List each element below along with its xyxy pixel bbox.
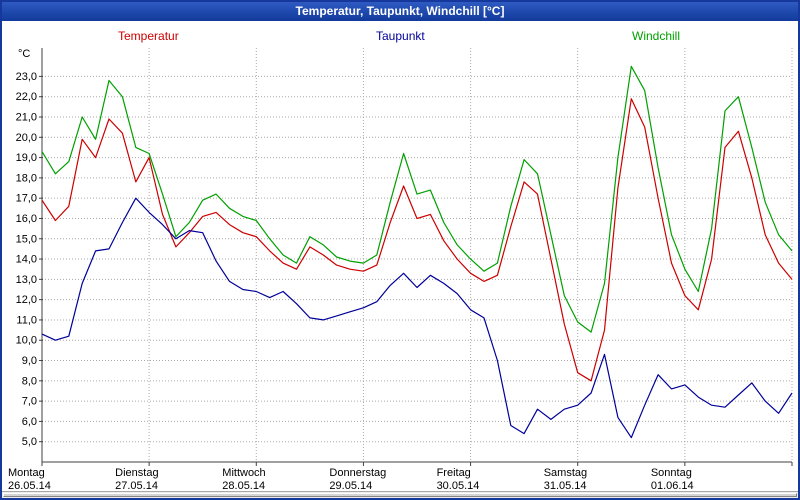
scrollbar-thumb[interactable] [3, 493, 797, 497]
y-tick-label: 13,0 [16, 274, 37, 286]
x-axis-day-label: Mittwoch 28.05.14 [222, 467, 312, 493]
y-tick-label: 14,0 [16, 254, 37, 266]
window-title: Temperatur, Taupunkt, Windchill [°C] [295, 4, 505, 18]
horizontal-scrollbar[interactable] [2, 491, 798, 498]
x-axis-day-label: Freitag 30.05.14 [437, 467, 527, 493]
y-tick-label: 20,0 [16, 132, 37, 144]
chart-region: Temperatur Taupunkt Windchill °C 5,0 6,0 7… [2, 21, 798, 493]
day-name: Samstag [543, 467, 588, 479]
day-date: 01.06.14 [650, 480, 694, 492]
y-tick-label: 5,0 [22, 436, 37, 448]
y-tick-label: 10,0 [16, 335, 37, 347]
day-name: Mittwoch [222, 467, 266, 479]
chart-plot: 5,0 6,0 7,0 8,0 9,0 10,0 11,0 12,0 13,0 14,0 15,0 1… [16, 48, 793, 466]
day-date: 27.05.14 [115, 480, 158, 492]
day-date: 26.05.14 [8, 480, 51, 492]
y-tick-label: 17,0 [16, 193, 37, 205]
series-line-windchill [41, 65, 793, 333]
day-name: Dienstag [115, 467, 159, 479]
y-tick-label: 9,0 [22, 355, 37, 367]
day-name: Montag [8, 467, 45, 479]
day-date: 31.05.14 [543, 480, 587, 492]
legend-windchill: Windchill [632, 29, 681, 43]
x-axis-day-label: Donnerstag 29.05.14 [329, 467, 419, 493]
y-tick-label: 18,0 [16, 172, 37, 184]
x-axis-day-label: Sonntag 01.06.14 [651, 467, 741, 493]
y-tick-label: 8,0 [22, 375, 37, 387]
y-tick-label: 16,0 [16, 213, 37, 225]
day-name: Donnerstag [329, 467, 387, 479]
series-line-temperatur [41, 98, 793, 382]
window-titlebar[interactable]: Temperatur, Taupunkt, Windchill [°C] [2, 2, 798, 21]
y-tick-label: 23,0 [16, 71, 37, 83]
y-tick-label: 15,0 [16, 233, 37, 245]
day-date: 30.05.14 [436, 480, 480, 492]
day-name: Freitag [436, 467, 471, 479]
legend-taupunkt: Taupunkt [376, 29, 425, 43]
day-date: 28.05.14 [222, 480, 266, 492]
y-tick-label: 6,0 [22, 416, 37, 428]
x-axis-day-label: Montag 26.05.14 [8, 467, 98, 493]
y-tick-label: 19,0 [16, 152, 37, 164]
y-tick-label: 22,0 [16, 91, 37, 103]
legend-temperatur: Temperatur [118, 29, 179, 43]
y-tick-label: 7,0 [22, 396, 37, 408]
day-name: Sonntag [650, 467, 692, 479]
y-tick-label: 12,0 [16, 294, 37, 306]
x-axis-day-label: Dienstag 27.05.14 [115, 467, 205, 493]
y-tick-label: 11,0 [16, 314, 37, 326]
y-tick-label: 21,0 [16, 112, 37, 124]
series-line-taupunkt [41, 197, 793, 439]
x-axis-day-label: Samstag 31.05.14 [544, 467, 634, 493]
day-date: 29.05.14 [329, 480, 373, 492]
y-axis-unit-label: °C [18, 48, 31, 60]
